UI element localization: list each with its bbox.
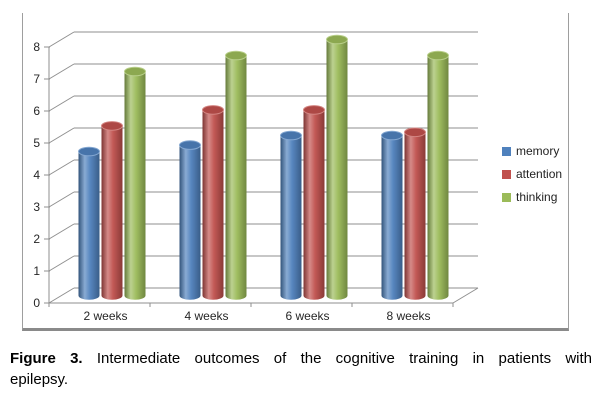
- bar-memory-2-weeks: [78, 146, 100, 300]
- x-category-label: 4 weeks: [184, 309, 228, 323]
- y-tick-label: 1: [33, 264, 40, 278]
- bar-thinking-6-weeks: [326, 34, 348, 300]
- legend-label-thinking: thinking: [516, 190, 558, 204]
- bar-attention-2-weeks: [101, 121, 123, 300]
- legend-item-attention: attention: [502, 168, 562, 180]
- bar-thinking-8-weeks: [427, 50, 449, 300]
- bar-thinking-2-weeks: [124, 66, 146, 300]
- figure-caption: Figure 3. Intermediate outcomes of the c…: [10, 348, 592, 390]
- caption-line-1: Figure 3. Intermediate outcomes of the c…: [10, 348, 592, 369]
- bar-attention-6-weeks: [303, 105, 325, 300]
- caption-line-2: epilepsy.: [10, 371, 69, 388]
- chart-legend: memory attention thinking: [502, 145, 562, 203]
- legend-swatch-thinking: [502, 192, 511, 202]
- y-tick-label: 5: [33, 136, 40, 150]
- bar-attention-8-weeks: [404, 127, 426, 300]
- bar-memory-6-weeks: [280, 130, 302, 300]
- y-tick-label: 0: [33, 296, 40, 310]
- legend-label-memory: memory: [516, 144, 560, 158]
- caption-label: Figure 3.: [10, 350, 83, 367]
- x-category-label: 2 weeks: [83, 309, 127, 323]
- legend-item-thinking: thinking: [502, 191, 562, 203]
- bar-memory-4-weeks: [179, 140, 201, 300]
- legend-swatch-attention: [502, 169, 511, 179]
- bar-thinking-4-weeks: [225, 50, 247, 300]
- y-tick-label: 8: [33, 40, 40, 54]
- y-tick-label: 4: [33, 168, 40, 182]
- caption-text: Intermediate outcomes of the cognitive t…: [96, 350, 592, 367]
- bar-attention-4-weeks: [202, 105, 224, 300]
- legend-swatch-memory: [502, 146, 511, 156]
- bar-memory-8-weeks: [381, 130, 403, 300]
- legend-item-memory: memory: [502, 145, 562, 157]
- y-tick-label: 6: [33, 104, 40, 118]
- chart-frame: 0 1 2 3 4 5 6 7 8 2 weeks 4 weeks 6 weeks 8 weeks me…: [22, 13, 569, 331]
- x-category-label: 6 weeks: [285, 309, 329, 323]
- x-axis: 2 weeks 4 weeks 6 weeks 8 weeks: [48, 303, 454, 323]
- y-axis: 0 1 2 3 4 5 6 7 8: [33, 40, 50, 310]
- y-tick-label: 3: [33, 200, 40, 214]
- legend-label-attention: attention: [516, 167, 563, 181]
- x-category-label: 8 weeks: [386, 309, 430, 323]
- chart-svg: 0 1 2 3 4 5 6 7 8 2 weeks 4 weeks 6 weeks 8 weeks: [33, 31, 479, 323]
- y-tick-label: 2: [33, 232, 40, 246]
- y-tick-label: 7: [33, 72, 40, 86]
